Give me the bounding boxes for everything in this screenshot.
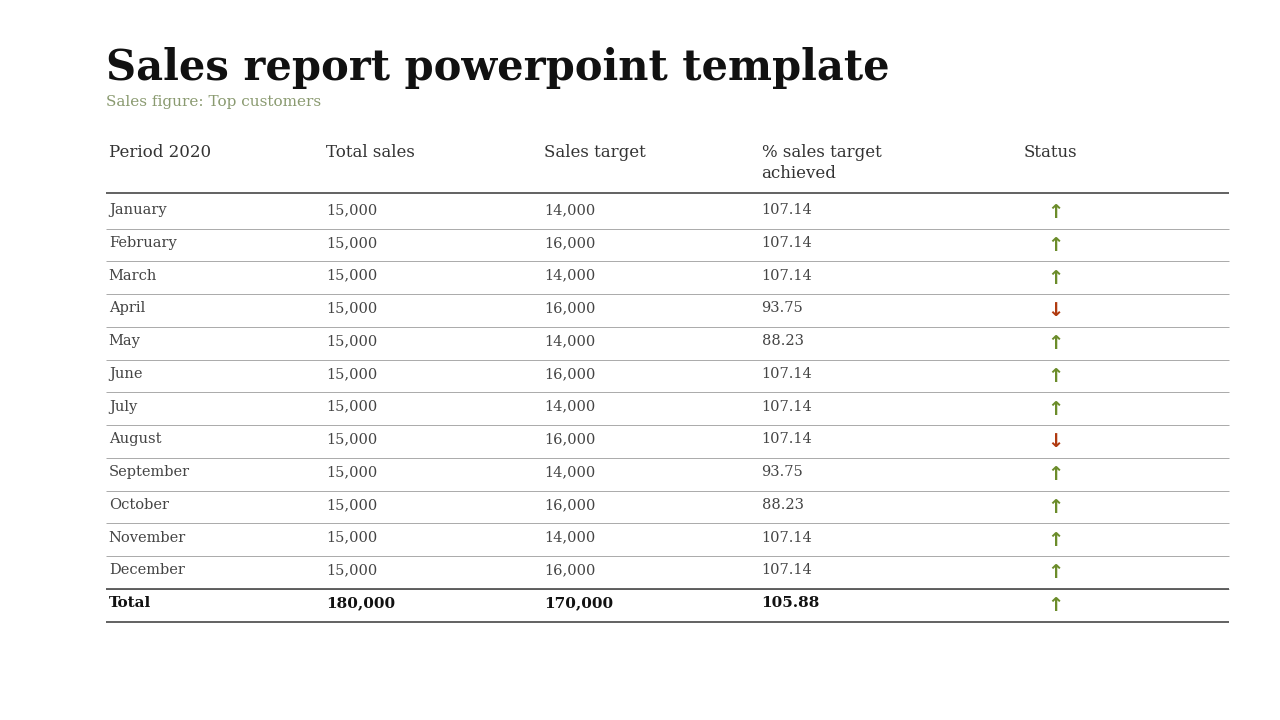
Text: 15,000: 15,000 (326, 400, 378, 413)
Text: 15,000: 15,000 (326, 203, 378, 217)
Text: 16,000: 16,000 (544, 432, 595, 446)
Text: April: April (109, 302, 145, 315)
Text: 14,000: 14,000 (544, 334, 595, 348)
Text: ↓: ↓ (1047, 432, 1064, 451)
Text: ↑: ↑ (1047, 400, 1064, 418)
Text: December: December (109, 563, 184, 577)
Text: 93.75: 93.75 (762, 465, 804, 479)
Text: 15,000: 15,000 (326, 236, 378, 250)
Text: ↑: ↑ (1047, 269, 1064, 287)
Text: ↑: ↑ (1047, 531, 1064, 549)
Text: 107.14: 107.14 (762, 236, 813, 250)
Text: 15,000: 15,000 (326, 334, 378, 348)
Text: ↑: ↑ (1047, 465, 1064, 484)
Text: ↑: ↑ (1047, 203, 1064, 222)
Text: March: March (109, 269, 157, 282)
Text: Sales target: Sales target (544, 144, 645, 161)
Text: 16,000: 16,000 (544, 563, 595, 577)
Text: 16,000: 16,000 (544, 302, 595, 315)
Text: ↑: ↑ (1047, 596, 1064, 615)
Text: Period 2020: Period 2020 (109, 144, 211, 161)
Text: 14,000: 14,000 (544, 269, 595, 282)
Text: 170,000: 170,000 (544, 596, 613, 610)
Text: 107.14: 107.14 (762, 203, 813, 217)
Text: May: May (109, 334, 141, 348)
Text: 107.14: 107.14 (762, 531, 813, 544)
Text: October: October (109, 498, 169, 512)
Text: Status: Status (1024, 144, 1078, 161)
Text: 15,000: 15,000 (326, 302, 378, 315)
Text: ↑: ↑ (1047, 367, 1064, 386)
Text: June: June (109, 367, 142, 381)
Text: July: July (109, 400, 137, 413)
Text: 14,000: 14,000 (544, 203, 595, 217)
Text: 14,000: 14,000 (544, 465, 595, 479)
Text: ↑: ↑ (1047, 563, 1064, 582)
Text: 14,000: 14,000 (544, 400, 595, 413)
Text: Sales report powerpoint template: Sales report powerpoint template (106, 47, 890, 89)
Text: 107.14: 107.14 (762, 400, 813, 413)
Text: 105.88: 105.88 (762, 596, 820, 610)
Text: February: February (109, 236, 177, 250)
Text: 16,000: 16,000 (544, 236, 595, 250)
Text: 15,000: 15,000 (326, 498, 378, 512)
Text: Total sales: Total sales (326, 144, 415, 161)
Text: 15,000: 15,000 (326, 367, 378, 381)
Text: ↑: ↑ (1047, 334, 1064, 353)
Text: Sales figure: Top customers: Sales figure: Top customers (106, 95, 321, 109)
Text: 16,000: 16,000 (544, 498, 595, 512)
Text: January: January (109, 203, 166, 217)
Text: 180,000: 180,000 (326, 596, 396, 610)
Text: 16,000: 16,000 (544, 367, 595, 381)
Text: % sales target
achieved: % sales target achieved (762, 144, 882, 182)
Text: 107.14: 107.14 (762, 563, 813, 577)
Text: November: November (109, 531, 186, 544)
Text: 93.75: 93.75 (762, 302, 804, 315)
Text: August: August (109, 432, 161, 446)
Text: 107.14: 107.14 (762, 432, 813, 446)
Text: 15,000: 15,000 (326, 563, 378, 577)
Text: 15,000: 15,000 (326, 269, 378, 282)
Text: 15,000: 15,000 (326, 432, 378, 446)
Text: Total: Total (109, 596, 151, 610)
Text: 14,000: 14,000 (544, 531, 595, 544)
Text: September: September (109, 465, 189, 479)
Text: 107.14: 107.14 (762, 367, 813, 381)
Text: 15,000: 15,000 (326, 465, 378, 479)
Text: 88.23: 88.23 (762, 498, 804, 512)
Text: ↓: ↓ (1047, 302, 1064, 320)
Text: ↑: ↑ (1047, 498, 1064, 517)
Text: 88.23: 88.23 (762, 334, 804, 348)
Text: 15,000: 15,000 (326, 531, 378, 544)
Text: ↑: ↑ (1047, 236, 1064, 255)
Text: 107.14: 107.14 (762, 269, 813, 282)
